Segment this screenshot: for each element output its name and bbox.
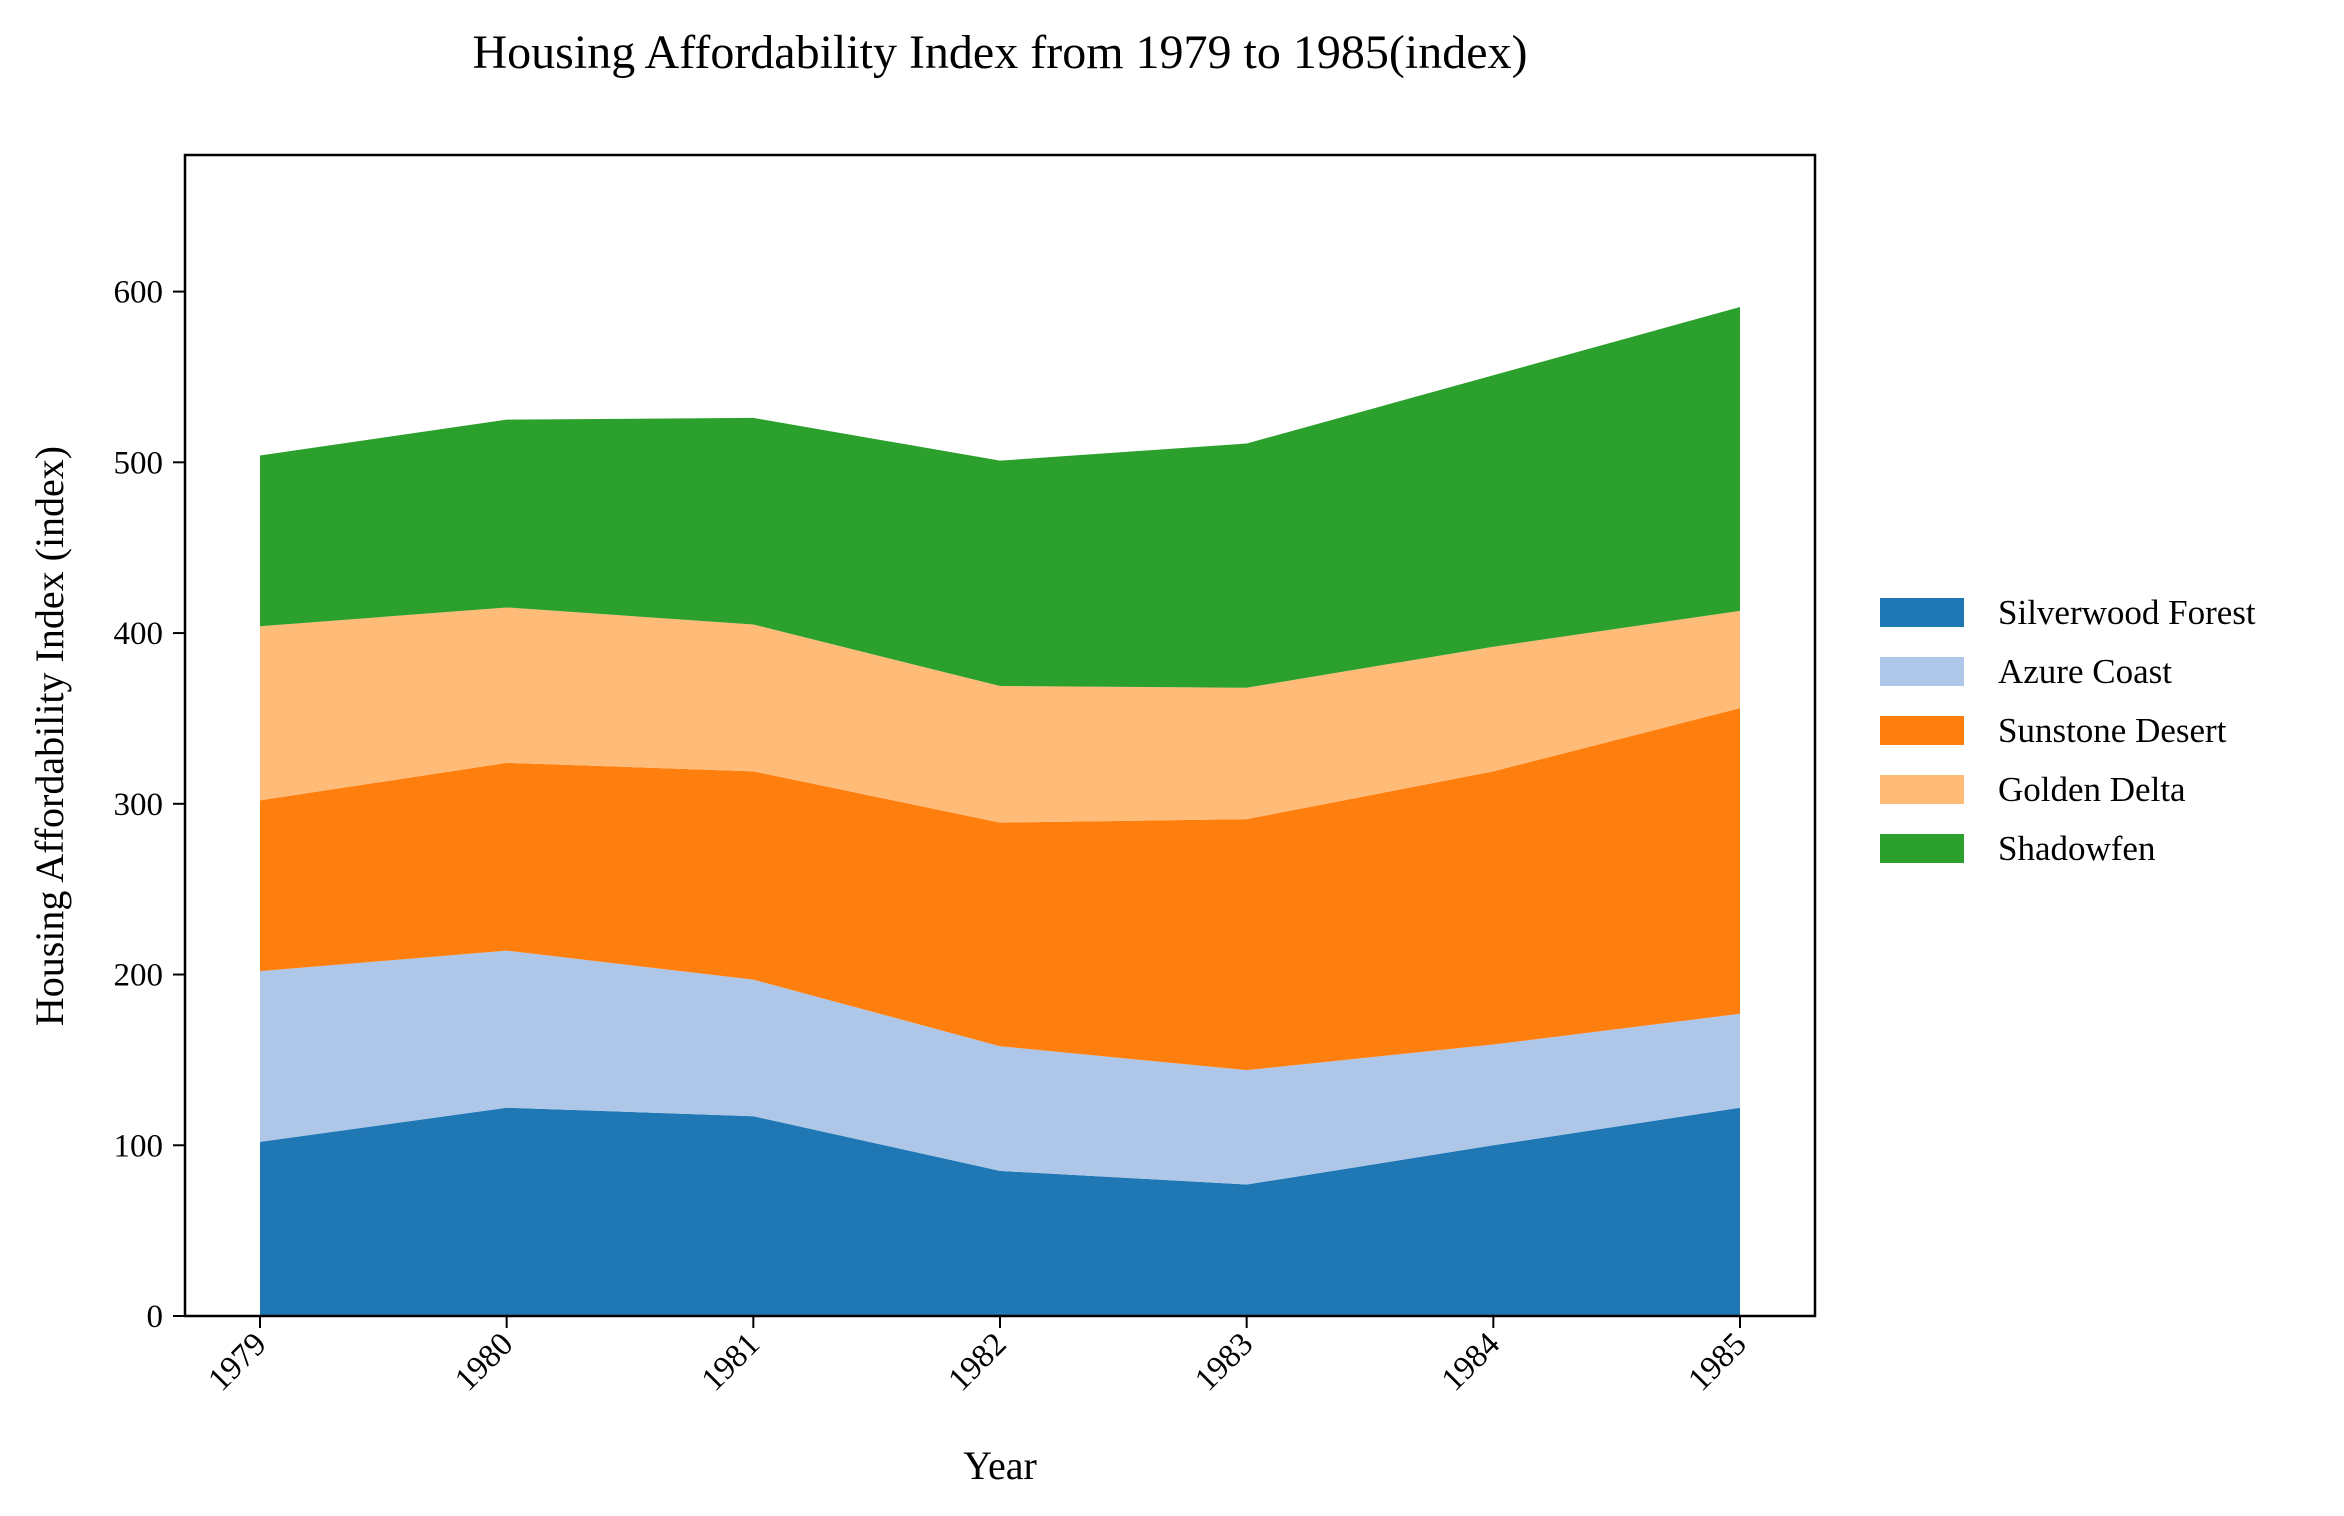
y-tick-label: 300: [114, 787, 164, 823]
area-series-azure-coast: [260, 950, 1740, 1185]
area-series-golden-delta: [260, 607, 1740, 823]
legend-swatch: [1880, 775, 1964, 804]
legend-label: Golden Delta: [1998, 770, 2186, 809]
legend-swatch: [1880, 657, 1964, 686]
y-axis: 0 100 200 300 400 500 600: [114, 275, 185, 1335]
x-tick-label: 1979: [202, 1326, 274, 1398]
y-tick-label: 600: [114, 275, 164, 311]
y-tick-label: 100: [114, 1128, 164, 1164]
x-axis: 1979 1980 1981 1982 1983 1984 1985: [202, 1316, 1754, 1398]
chart-title: Housing Affordability Index from 1979 to…: [473, 26, 1528, 79]
y-tick-label: 400: [114, 616, 164, 652]
legend: Silverwood Forest Azure Coast Sunstone Des…: [1880, 593, 2256, 868]
legend-label: Azure Coast: [1998, 652, 2172, 691]
legend-swatch: [1880, 598, 1964, 627]
legend-swatch: [1880, 716, 1964, 745]
x-tick-label: 1985: [1682, 1326, 1754, 1398]
x-axis-label: Year: [963, 1443, 1037, 1488]
area-series-shadowfen: [260, 306, 1740, 688]
x-tick-label: 1983: [1188, 1326, 1260, 1398]
area-series-sunstone-desert: [260, 708, 1740, 1071]
y-tick-label: 500: [114, 445, 164, 481]
x-tick-label: 1982: [942, 1326, 1014, 1398]
legend-label: Shadowfen: [1998, 829, 2155, 868]
legend-label: Sunstone Desert: [1998, 711, 2227, 750]
y-axis-label: Housing Affordability Index (index): [27, 446, 72, 1026]
y-tick-label: 0: [147, 1299, 164, 1335]
y-tick-label: 200: [114, 958, 164, 994]
x-tick-label: 1980: [448, 1326, 520, 1398]
legend-label: Silverwood Forest: [1998, 593, 2256, 632]
area-series-group: [260, 306, 1740, 1316]
legend-swatch: [1880, 834, 1964, 863]
x-tick-label: 1984: [1435, 1326, 1507, 1398]
x-tick-label: 1981: [695, 1326, 767, 1398]
area-series-silverwood-forest: [260, 1107, 1740, 1316]
